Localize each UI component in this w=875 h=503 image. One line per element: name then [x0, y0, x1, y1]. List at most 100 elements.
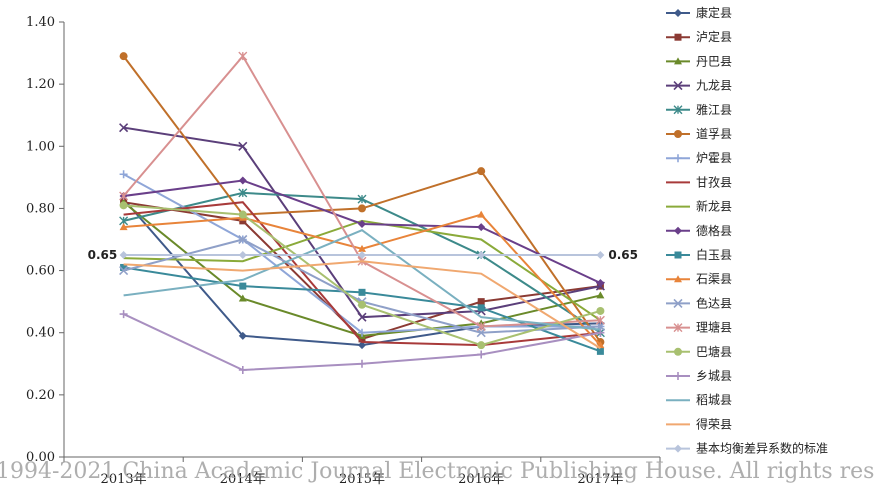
data-point	[477, 251, 486, 260]
legend-label: 炉霍县	[696, 151, 732, 165]
series-16	[119, 310, 605, 374]
data-point	[238, 188, 248, 198]
legend-item: 丹巴县	[666, 54, 732, 68]
series-4	[119, 123, 605, 322]
data-point	[119, 170, 128, 179]
data-point	[119, 251, 128, 260]
legend-label: 新龙县	[696, 199, 732, 214]
legend-item: 雅江县	[666, 102, 732, 117]
legend-swatch-marker	[674, 444, 682, 453]
legend-item: 色达县	[666, 296, 732, 310]
watermark-text: 1994-2021 China Academic Journal Electro…	[0, 459, 875, 484]
data-point	[238, 210, 247, 219]
axes: 0.00 0.20 0.40 0.60 0.80 1.00 1.20 1.40 2013年 201…	[26, 15, 661, 487]
data-point	[477, 350, 486, 359]
data-point	[477, 341, 486, 350]
data-point	[596, 328, 605, 337]
legend-label: 道孚县	[696, 127, 732, 141]
legend-item: 九龙县	[666, 79, 732, 93]
data-point	[595, 315, 605, 325]
series-line	[123, 229, 601, 331]
data-point	[596, 306, 605, 315]
data-point	[358, 328, 366, 337]
x-tick-label: 2013年	[101, 472, 147, 487]
data-point	[238, 141, 248, 151]
x-tick-label: 2016年	[458, 472, 504, 487]
legend-label: 色达县	[696, 296, 732, 310]
legend-label: 九龙县	[696, 79, 732, 93]
data-point	[596, 291, 605, 299]
legend-label: 雅江县	[696, 102, 732, 117]
legend-item: 甘孜县	[666, 175, 732, 189]
legend-item: 石渠县	[666, 272, 732, 286]
data-point	[357, 194, 367, 204]
data-point	[119, 191, 129, 201]
data-point	[239, 282, 247, 290]
y-tick-label: 0.20	[26, 388, 55, 403]
legend-label: 德格县	[696, 223, 732, 238]
legend-item: 德格县	[666, 223, 732, 238]
legend-label: 石渠县	[696, 272, 732, 286]
legend-label: 甘孜县	[696, 175, 732, 189]
legend-item: 白玉县	[666, 247, 732, 262]
legend: 康定县泸定县丹巴县九龙县雅江县道孚县炉霍县甘孜县新龙县德格县白玉县石渠县色达县理…	[666, 5, 828, 456]
legend-label: 得荣县	[696, 416, 732, 431]
data-point	[238, 294, 247, 302]
legend-swatch-marker	[674, 9, 682, 17]
series-layer	[119, 51, 605, 374]
data-point	[596, 279, 605, 287]
legend-swatch-marker	[674, 226, 682, 235]
legend-swatch-marker	[673, 81, 683, 91]
series-line	[123, 260, 601, 350]
data-point	[357, 312, 367, 322]
y-tick-label: 0.40	[26, 326, 55, 341]
data-point	[119, 310, 128, 319]
data-point	[358, 335, 366, 343]
data-point	[476, 322, 486, 331]
legend-swatch-marker	[674, 57, 682, 65]
legend-item: 泸定县	[666, 29, 732, 44]
legend-label: 白玉县	[696, 247, 732, 262]
legend-swatch-marker	[673, 298, 683, 308]
data-point	[238, 331, 247, 340]
legend-item: 道孚县	[666, 127, 732, 141]
data-point	[119, 123, 129, 133]
data-point	[358, 300, 366, 309]
legend-label: 巴塘县	[696, 344, 732, 359]
legend-swatch-marker	[674, 251, 682, 259]
legend-label: 丹巴县	[696, 54, 732, 68]
data-point	[477, 210, 486, 218]
legend-item: 新龙县	[666, 199, 732, 214]
reference-line-label: 0.65	[608, 248, 638, 262]
data-point	[238, 366, 247, 374]
series-15	[119, 201, 605, 350]
legend-item: 巴塘县	[666, 344, 732, 359]
data-point	[238, 234, 248, 245]
data-point	[119, 223, 128, 231]
legend-swatch-marker	[674, 372, 682, 380]
data-point	[358, 244, 366, 252]
x-tick-label: 2017年	[577, 472, 623, 487]
y-tick-label: 1.40	[26, 15, 55, 30]
data-point	[477, 298, 485, 306]
data-point	[239, 217, 247, 225]
data-point	[358, 341, 366, 350]
data-point	[477, 304, 485, 312]
data-point	[596, 347, 604, 355]
y-tick-label: 1.20	[26, 77, 55, 92]
series-19	[119, 251, 605, 260]
y-tick-label: 1.00	[26, 139, 55, 154]
data-point	[119, 266, 129, 276]
reference-line-label: 0.65	[88, 248, 118, 262]
legend-item: 得荣县	[666, 416, 732, 431]
y-tick-label: 0.00	[26, 450, 55, 465]
legend-item: 基本均衡差异系数的标准	[666, 441, 828, 456]
legend-item: 乡城县	[666, 369, 732, 383]
data-point	[238, 51, 248, 61]
data-point	[358, 288, 366, 296]
legend-swatch-marker	[674, 275, 682, 283]
data-point	[238, 176, 247, 185]
legend-label: 稻城县	[696, 393, 732, 407]
data-point	[358, 219, 366, 228]
